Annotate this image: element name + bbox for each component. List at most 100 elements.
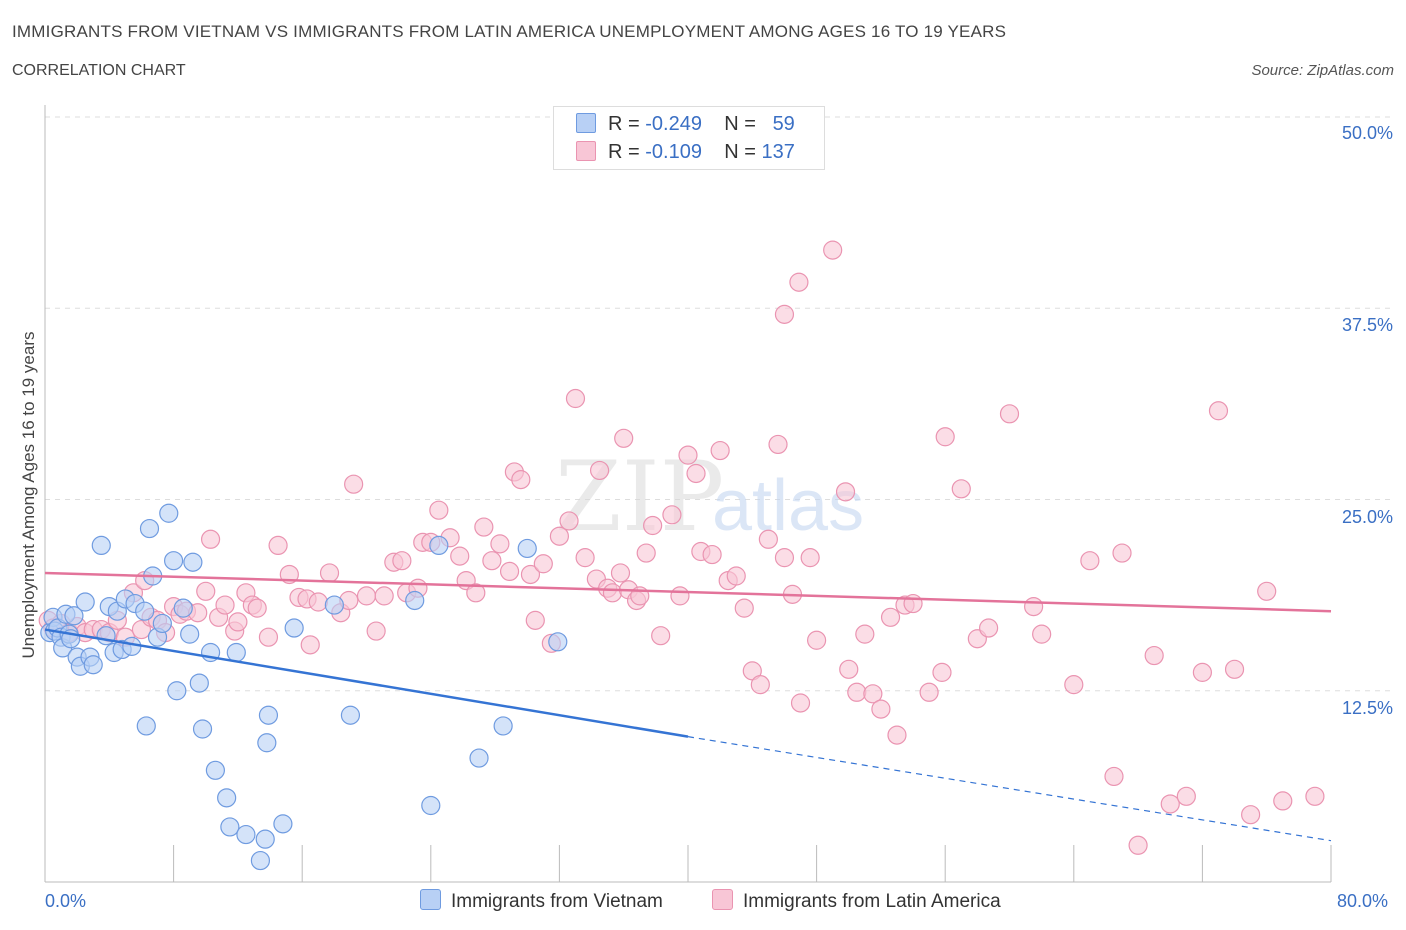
vietnam-point [548, 632, 568, 652]
latin-point [935, 427, 955, 447]
latin-point [1080, 551, 1100, 571]
latin-point [228, 612, 248, 632]
latin-point [1192, 662, 1213, 682]
latin-point [1160, 794, 1180, 814]
latin-point [863, 684, 883, 704]
latin-point [774, 304, 795, 324]
latin-point [774, 548, 795, 568]
y-tick-37-5: 37.5% [1341, 315, 1393, 335]
x-tick-min: 0.0% [45, 891, 87, 911]
latin-point [575, 548, 595, 568]
vietnam-n-value: 59 [772, 113, 795, 135]
latin-r-value: -0.109 [645, 141, 702, 163]
y-tick-12-5: 12.5% [1341, 698, 1393, 718]
latin-point [643, 515, 663, 536]
latin-point [789, 272, 809, 292]
latin-point [1128, 835, 1148, 855]
latin-point [1032, 624, 1052, 644]
vietnam-point [64, 606, 84, 626]
vietnam-point [192, 719, 213, 739]
vietnam-point [180, 624, 200, 644]
latin-point [1224, 659, 1245, 679]
latin-point [678, 445, 698, 465]
latin-point [196, 581, 216, 601]
latin-point [979, 618, 999, 638]
n-label: N = [724, 141, 756, 163]
vietnam-point [173, 598, 193, 618]
vietnam-point [273, 814, 293, 834]
latin-point [726, 566, 746, 586]
y-tick-50: 50.0% [1341, 123, 1393, 143]
latin-trend-line [44, 571, 1332, 613]
latin-point [871, 699, 891, 719]
vietnam-point [258, 705, 279, 725]
vietnam-point [226, 642, 246, 663]
latin-point [734, 598, 754, 618]
latin-point [919, 682, 939, 702]
latin-point [1273, 791, 1293, 811]
latin-point [903, 593, 923, 614]
latin-point [589, 460, 610, 481]
latin-point [614, 428, 634, 448]
watermark-atlas: atlas [712, 466, 864, 546]
vietnam-swatch [576, 113, 596, 133]
vietnam-r-value: -0.249 [645, 113, 702, 135]
latin-point [710, 440, 730, 461]
vietnam-point [83, 655, 103, 675]
latin-point [662, 505, 682, 525]
latin-point [559, 511, 579, 531]
latin-point [268, 535, 288, 556]
vietnam-legend-swatch [420, 889, 441, 910]
vietnam-point [469, 748, 489, 768]
vietnam-point [220, 817, 240, 837]
vietnam-point [257, 733, 277, 753]
latin-point [366, 621, 386, 641]
latin-point [533, 554, 553, 574]
vietnam-point [340, 705, 361, 725]
latin-legend-label: Immigrants from Latin America [743, 891, 1001, 912]
latin-point [887, 725, 907, 745]
r-label: R = [608, 113, 640, 135]
latin-point [319, 563, 340, 583]
chart-subtitle: CORRELATION CHART [12, 62, 186, 79]
vietnam-point [517, 538, 537, 559]
axes [44, 105, 1332, 883]
vietnam-point [135, 601, 155, 621]
y-axis-label: Unemployment Among Ages 16 to 19 years [19, 331, 38, 659]
n-label: N = [724, 113, 756, 135]
latin-point [1104, 766, 1124, 787]
latin-point [602, 583, 623, 603]
latin-point [247, 598, 267, 618]
vietnam-point [75, 592, 95, 612]
latin-point [565, 388, 586, 409]
latin-point [651, 626, 671, 646]
vietnam-point [236, 824, 256, 845]
bottom-legend-vietnam: Immigrants from Vietnam [420, 889, 663, 913]
vietnam-point [152, 613, 172, 634]
latin-point [1024, 596, 1044, 617]
latin-point [932, 662, 952, 682]
latin-point [839, 659, 859, 679]
latin-point [702, 544, 722, 565]
vietnam-legend-label: Immigrants from Vietnam [451, 891, 663, 912]
vietnam-point [205, 760, 225, 780]
vietnam-point [284, 618, 304, 638]
latin-point [790, 693, 811, 713]
vietnam-point [255, 829, 275, 849]
latin-point [847, 682, 867, 702]
vietnam-point [217, 788, 237, 808]
latin-point [1208, 401, 1229, 421]
latin-point [344, 474, 364, 494]
vietnam-point [429, 535, 449, 556]
latin-point [374, 586, 394, 606]
vietnam-point [91, 535, 111, 556]
legend-row-vietnam: R = -0.249 N = 59 [576, 113, 795, 137]
latin-point [1257, 581, 1277, 601]
latin-point [392, 551, 412, 571]
vietnam-point [122, 636, 142, 656]
latin-point [549, 526, 570, 546]
latin-point [636, 543, 656, 563]
vietnam-point [324, 595, 344, 615]
latin-point [490, 534, 510, 554]
